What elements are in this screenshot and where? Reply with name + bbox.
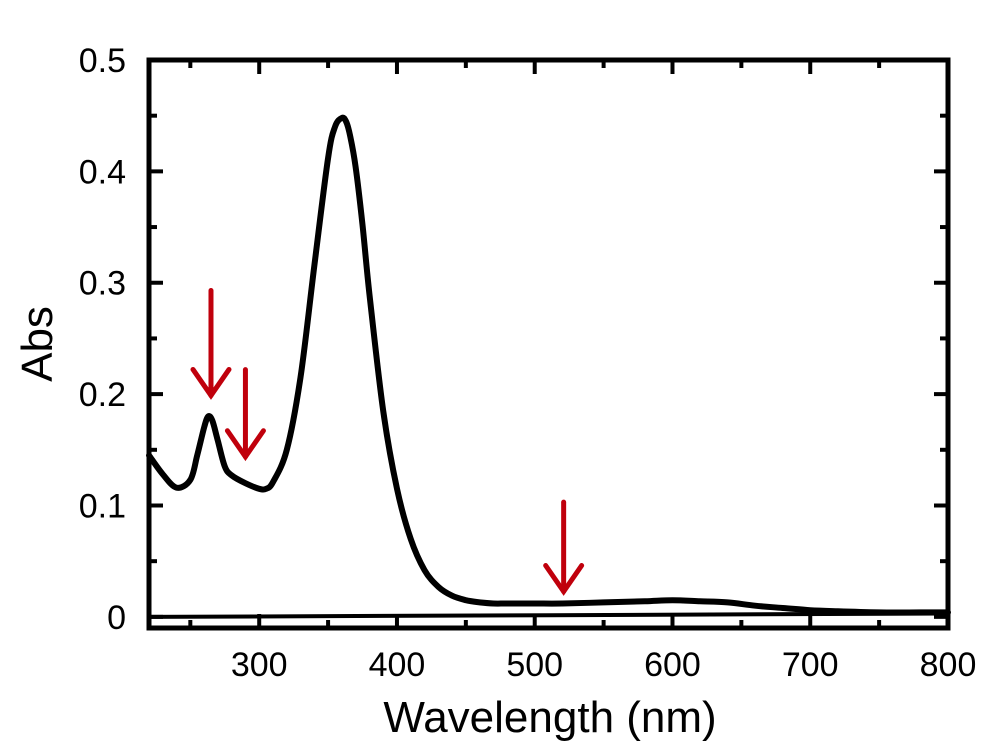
x-tick-label: 500: [506, 646, 563, 684]
x-tick-label: 300: [231, 646, 288, 684]
x-tick-label: 400: [369, 646, 426, 684]
annotation-arrow-2: [224, 367, 266, 462]
ticks-layer: [149, 58, 950, 628]
y-tick-label: 0.2: [79, 376, 126, 414]
series-layer: [146, 114, 951, 616]
arrow-head: [224, 428, 266, 462]
annotation-layer: [190, 288, 585, 596]
y-axis-title: Abs: [13, 306, 62, 382]
plot-frame: [146, 57, 951, 631]
x-tick-label: 800: [920, 646, 977, 684]
x-tick-label: 700: [782, 646, 839, 684]
y-tick-label: 0.5: [79, 42, 126, 80]
baseline-layer: [147, 611, 950, 619]
arrow-head: [543, 562, 585, 596]
y-tick-label: 0.3: [79, 265, 126, 303]
series-line-baseline: [147, 611, 950, 619]
annotation-arrow-3: [543, 499, 585, 596]
labels-layer: 300 400 500 600 700 800 0 0.1 0.2 0.3 0.4 0.5: [79, 42, 977, 684]
y-tick-label: 0.1: [79, 487, 126, 525]
annotation-arrow-1: [190, 288, 232, 400]
y-tick-label: 0.4: [79, 153, 126, 191]
x-tick-label: 600: [644, 646, 701, 684]
arrow-head: [190, 366, 232, 400]
series-line-spectrum: [146, 114, 951, 616]
y-tick-label: 0: [107, 599, 126, 637]
x-axis-title: Wavelength (nm): [383, 693, 716, 742]
